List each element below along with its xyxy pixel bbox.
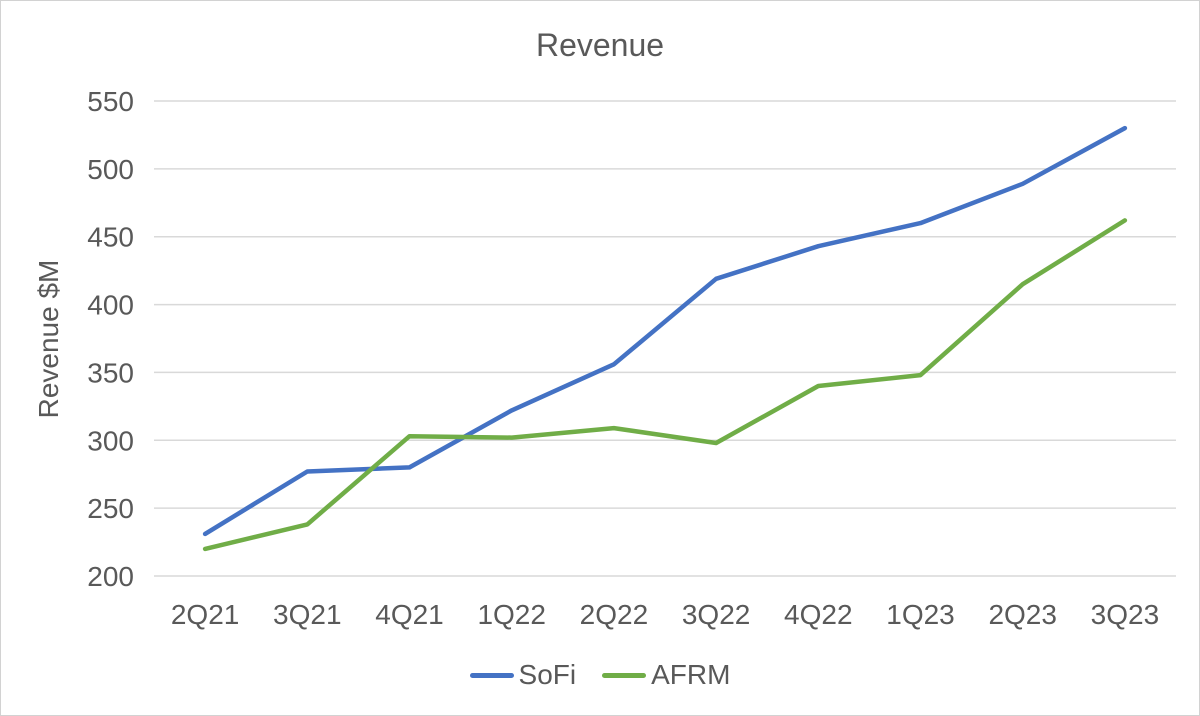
legend-label-sofi: SoFi bbox=[518, 659, 577, 690]
x-tick-label: 4Q21 bbox=[375, 599, 444, 630]
y-tick-label: 550 bbox=[87, 86, 134, 117]
legend-label-afrm: AFRM bbox=[651, 659, 731, 690]
y-tick-label: 500 bbox=[87, 154, 134, 185]
x-tick-label: 2Q22 bbox=[580, 599, 649, 630]
y-tick-label: 350 bbox=[87, 357, 134, 388]
y-tick-label: 300 bbox=[87, 425, 134, 456]
x-tick-label: 3Q21 bbox=[273, 599, 342, 630]
chart-title: Revenue bbox=[535, 27, 665, 63]
legend-item-sofi: SoFi bbox=[469, 659, 577, 691]
afrm-line-swatch bbox=[602, 672, 647, 678]
x-tick-label: 1Q22 bbox=[477, 599, 546, 630]
series-line-afrm bbox=[202, 218, 1128, 552]
y-tick-label: 250 bbox=[87, 493, 134, 524]
series-line-sofi bbox=[202, 125, 1128, 537]
x-tick-label: 1Q23 bbox=[886, 599, 955, 630]
sofi-line-swatch bbox=[469, 672, 514, 678]
x-tick-label: 3Q22 bbox=[682, 599, 751, 630]
x-tick-label: 4Q22 bbox=[784, 599, 853, 630]
y-tick-label: 200 bbox=[87, 561, 134, 592]
x-tick-label: 2Q23 bbox=[988, 599, 1057, 630]
legend: SoFi AFRM bbox=[1, 655, 1199, 695]
y-tick-label: 400 bbox=[87, 290, 134, 321]
x-tick-label: 3Q23 bbox=[1091, 599, 1160, 630]
legend-item-afrm: AFRM bbox=[602, 659, 730, 691]
x-tick-label: 2Q21 bbox=[171, 599, 240, 630]
y-tick-label: 450 bbox=[87, 222, 134, 253]
